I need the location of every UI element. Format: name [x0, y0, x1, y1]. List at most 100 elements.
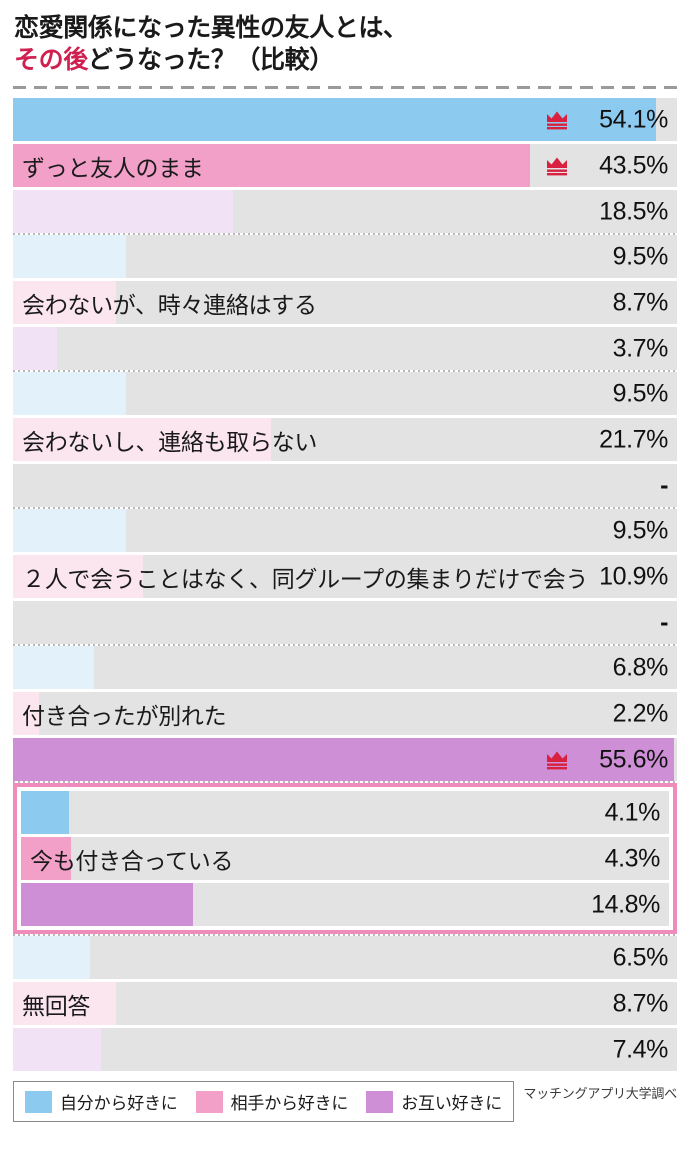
chart-legend: 自分から好きに 相手から好きに お互い好きに	[13, 1081, 515, 1122]
bar-group: 9.5% 会わないが、時々連絡はする 8.7% 3.7%	[0, 235, 690, 370]
crown-icon	[545, 110, 569, 130]
bar-value-label: 7.4%	[612, 1035, 669, 1063]
bar-row[interactable]: 14.8%	[21, 883, 669, 926]
legend-label-self: 自分から好きに	[60, 1094, 178, 1113]
bar-row[interactable]: 4.1%	[21, 791, 669, 834]
legend-area: 自分から好きに 相手から好きに お互い好きに マッチングアプリ大学調べ	[0, 1081, 690, 1129]
legend-swatch-mutual	[366, 1090, 394, 1113]
bar-fill-self	[13, 646, 94, 689]
bar-row[interactable]: ２人で会うことはなく、同グループの集まりだけで会う 10.9%	[13, 555, 677, 598]
bar-fill-self	[21, 791, 69, 834]
bar-fill-mutual	[13, 738, 674, 781]
bar-fill-partner	[13, 555, 143, 598]
bar-row[interactable]: 55.6%	[13, 738, 677, 781]
bar-row[interactable]: 今も付き合っている 4.3%	[21, 837, 669, 880]
crown-icon	[545, 156, 569, 176]
legend-item-mutual[interactable]: お互い好きに	[366, 1089, 502, 1114]
bar-value-label: 8.7%	[612, 288, 669, 316]
bar-fill-mutual	[13, 1028, 101, 1071]
bar-fill-self	[13, 509, 126, 552]
bar-row[interactable]: 9.5%	[13, 509, 677, 552]
legend-item-partner[interactable]: 相手から好きに	[195, 1089, 349, 1114]
bar-category-label: 今も付き合っている	[30, 847, 234, 874]
title-block: 恋愛関係になった異性の友人とは、 その後どうなった？（比較）	[0, 0, 690, 76]
source-credit: マッチングアプリ大学調べ	[523, 1086, 677, 1101]
bar-row[interactable]: 無回答 8.7%	[13, 982, 677, 1025]
bar-value-label: 54.1%	[599, 105, 668, 133]
bar-category-label: 無回答	[22, 992, 91, 1019]
page-title-line-2: その後どうなった？（比較）	[14, 44, 676, 76]
bar-fill-mutual	[13, 190, 233, 233]
bar-fill-mutual	[21, 883, 193, 926]
bar-fill-mutual	[13, 327, 57, 370]
bar-value-label: 55.6%	[599, 745, 668, 773]
bar-value-label: 6.8%	[612, 653, 669, 681]
bar-category-label: ２人で会うことはなく、同グループの集まりだけで会う	[22, 565, 589, 592]
bar-category-label: 付き合ったが別れた	[22, 702, 227, 729]
legend-swatch-partner	[195, 1090, 223, 1113]
bar-row[interactable]: 3.7%	[13, 327, 677, 370]
bar-value-label: 43.5%	[599, 151, 668, 179]
bar-group: 4.1% 今も付き合っている 4.3% 14.8%	[0, 783, 690, 934]
bar-group: 6.5% 無回答 8.7% 7.4%	[0, 936, 690, 1071]
group-separator	[13, 233, 677, 235]
group-separator	[13, 507, 677, 509]
bar-row[interactable]: 6.8%	[13, 646, 677, 689]
bar-fill-partner	[21, 837, 71, 880]
bar-fill-partner	[13, 692, 40, 735]
crown-icon	[545, 750, 569, 770]
page-title-line-1: 恋愛関係になった異性の友人とは、	[14, 14, 408, 42]
bar-category-label: 会わないし、連絡も取らない	[22, 428, 318, 455]
bar-group: 9.5% ２人で会うことはなく、同グループの集まりだけで会う 10.9% -	[0, 509, 690, 644]
bar-value-label: 14.8%	[591, 890, 660, 918]
group-separator	[13, 370, 677, 372]
bar-value-label: 4.1%	[604, 798, 661, 826]
bar-fill-partner	[13, 982, 117, 1025]
bar-value-label: 2.2%	[612, 699, 669, 727]
bar-row[interactable]: 7.4%	[13, 1028, 677, 1071]
bar-fill-self	[13, 372, 126, 415]
bar-row[interactable]: -	[13, 601, 677, 644]
bar-row[interactable]: 9.5%	[13, 372, 677, 415]
bar-chart: 54.1% ずっと友人のまま 43.5% 18.5% 9.5% 会わないが、時々連絡はする…	[0, 98, 690, 1071]
title-divider	[13, 86, 677, 89]
bar-value-label: -	[660, 608, 668, 636]
legend-label-mutual: お互い好きに	[401, 1094, 503, 1113]
bar-fill-partner	[13, 418, 271, 461]
bar-value-label: 3.7%	[612, 334, 669, 362]
group-separator	[13, 644, 677, 646]
bar-row[interactable]: ずっと友人のまま 43.5%	[13, 144, 677, 187]
bar-value-label: 6.5%	[612, 943, 669, 971]
bar-fill-self	[13, 235, 126, 278]
bar-row[interactable]: 6.5%	[13, 936, 677, 979]
bar-group: 9.5% 会わないし、連絡も取らない 21.7% -	[0, 372, 690, 507]
bar-row[interactable]: 会わないが、時々連絡はする 8.7%	[13, 281, 677, 324]
bar-category-label: ずっと友人のまま	[22, 154, 204, 181]
bar-row[interactable]: 会わないし、連絡も取らない 21.7%	[13, 418, 677, 461]
bar-category-label: 会わないが、時々連絡はする	[22, 291, 317, 318]
bar-value-label: 8.7%	[612, 989, 669, 1017]
bar-value-label: 9.5%	[612, 379, 669, 407]
title-accent-text: その後	[14, 46, 88, 74]
bar-row[interactable]: 9.5%	[13, 235, 677, 278]
bar-value-label: 10.9%	[599, 562, 668, 590]
bar-row[interactable]: 付き合ったが別れた 2.2%	[13, 692, 677, 735]
bar-value-label: 4.3%	[604, 844, 661, 872]
group-separator	[13, 934, 677, 936]
bar-fill-partner	[13, 144, 530, 187]
group-separator	[13, 781, 677, 783]
bar-fill-self	[13, 936, 91, 979]
bar-row[interactable]: 54.1%	[13, 98, 677, 141]
bar-value-label: 18.5%	[599, 197, 668, 225]
bar-row[interactable]: -	[13, 464, 677, 507]
legend-item-self[interactable]: 自分から好きに	[25, 1089, 178, 1114]
legend-swatch-self	[25, 1090, 52, 1113]
bar-fill-partner	[13, 281, 117, 324]
bar-value-label: 9.5%	[612, 516, 669, 544]
bar-row[interactable]: 18.5%	[13, 190, 677, 233]
legend-label-partner: 相手から好きに	[230, 1094, 349, 1113]
bar-value-label: 21.7%	[599, 425, 668, 453]
bar-group: 54.1% ずっと友人のまま 43.5% 18.5%	[0, 98, 690, 233]
bar-value-label: 9.5%	[612, 242, 669, 270]
